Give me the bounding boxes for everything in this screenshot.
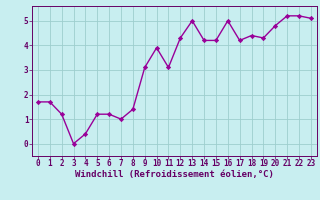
X-axis label: Windchill (Refroidissement éolien,°C): Windchill (Refroidissement éolien,°C) [75, 170, 274, 179]
